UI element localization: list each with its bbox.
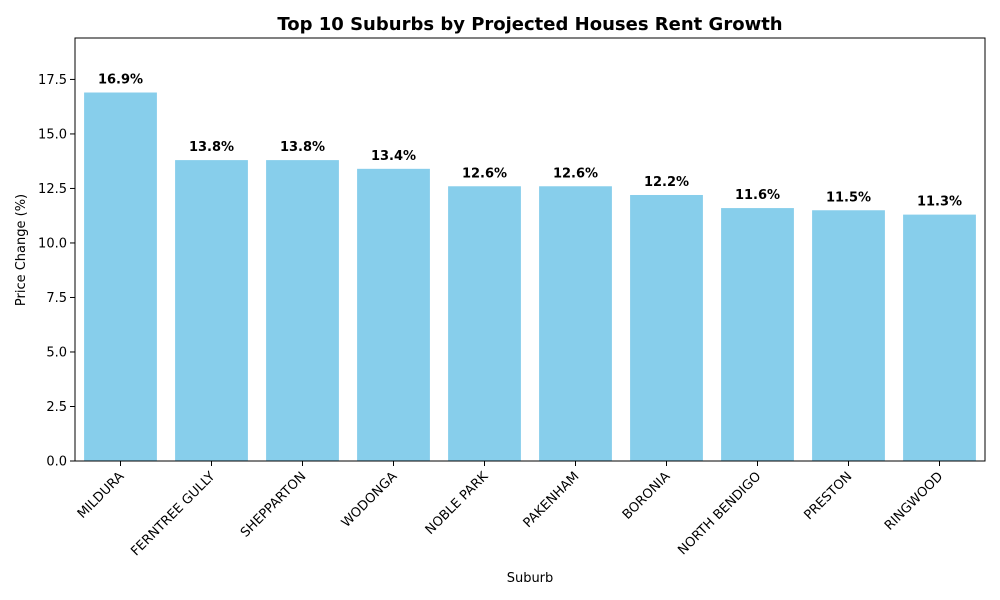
chart-title: Top 10 Suburbs by Projected Houses Rent … [277,14,782,35]
y-tick-label: 0.0 [46,455,67,470]
data-label: 12.6% [462,166,507,181]
x-tick-label: NORTH BENDIGO [675,469,764,558]
bar [539,186,612,461]
data-label: 16.9% [98,73,143,88]
x-tick-label: FERNTREE GULLY [128,469,218,559]
x-tick-label: RINGWOOD [882,469,946,533]
data-label: 11.3% [917,195,962,210]
plot-area: 16.9% MILDURA 13.8% FERNTREE GULLY 13.8% SHEP… [38,37,986,559]
y-tick-label: 15.0 [38,127,67,142]
y-tick-label: 10.0 [38,236,67,251]
bar [721,208,794,461]
y-tick-label: 5.0 [46,345,67,360]
plot-frame [74,37,986,462]
data-label: 12.2% [644,175,689,190]
x-tick-label: MILDURA [75,469,128,522]
bar [812,210,885,461]
y-tick-label: 17.5 [38,73,67,88]
bar [630,194,703,461]
data-label: 13.8% [280,140,325,155]
y-axis-label: Price Change (%) [14,194,29,306]
x-tick-label: BORONIA [620,469,674,523]
data-label: 11.5% [826,190,871,205]
data-label: 12.6% [553,166,598,181]
data-label: 11.6% [735,188,780,203]
data-label: 13.8% [189,140,234,155]
y-tick-label: 12.5 [38,182,67,197]
y-tick-label: 2.5 [46,400,67,415]
data-label: 13.4% [371,149,416,164]
x-tick-label: NOBLE PARK [423,469,492,538]
bar [175,160,248,461]
x-tick-label: PAKENHAM [521,469,583,531]
x-tick-label: SHEPPARTON [238,469,309,540]
x-axis-label: Suburb [507,571,554,586]
x-tick-label: PRESTON [801,469,855,523]
y-tick-label: 7.5 [46,291,67,306]
bar [266,160,339,461]
x-tick-label: WODONGA [339,469,401,531]
bar [357,168,430,461]
bar [903,214,976,461]
bar [448,186,521,461]
bar [84,92,157,461]
